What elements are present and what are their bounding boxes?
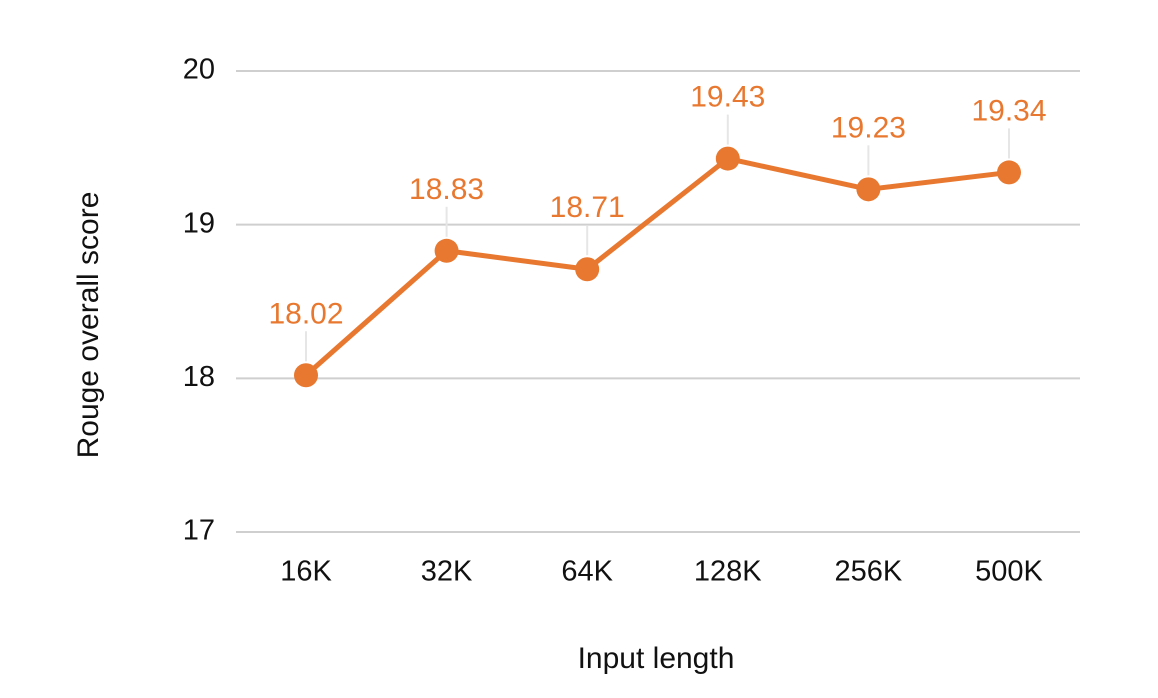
x-tick-label: 500K: [975, 556, 1043, 588]
data-label: 19.34: [971, 94, 1046, 127]
series-line-layer: [303, 156, 1012, 378]
series-line: [303, 156, 1012, 378]
y-axis-title: Rouge overall score: [72, 192, 105, 459]
y-tick-label: 19: [183, 207, 215, 239]
y-tick-label: 20: [183, 54, 215, 86]
data-labels: 18.02 18.83 18.71 19.43 19.23 19.34: [268, 81, 1046, 331]
data-point: [294, 363, 318, 388]
x-tick-label: 64K: [561, 556, 613, 588]
data-point: [575, 257, 600, 282]
data-point: [434, 238, 459, 263]
data-point: [997, 160, 1021, 185]
x-axis-ticks: 16K 32K 64K 128K 256K 500K: [280, 556, 1043, 588]
data-point: [715, 146, 740, 171]
y-tick-label: 18: [183, 361, 215, 393]
data-label: 19.23: [831, 111, 906, 144]
x-axis-title: Input length: [578, 642, 735, 675]
y-axis-ticks: 17 18 19 20: [183, 54, 215, 547]
data-points: [294, 146, 1021, 388]
y-tick-label: 17: [183, 515, 215, 547]
data-label: 18.71: [550, 191, 625, 224]
data-point: [856, 177, 881, 202]
data-label-leaders: [305, 114, 1010, 362]
data-label: 18.83: [409, 173, 484, 206]
x-tick-label: 256K: [835, 556, 903, 588]
x-tick-label: 128K: [694, 556, 762, 588]
gridlines: [236, 70, 1080, 533]
data-label: 19.43: [690, 81, 765, 114]
x-tick-label: 16K: [280, 556, 332, 588]
data-label: 18.02: [268, 297, 343, 330]
x-tick-label: 32K: [421, 556, 473, 588]
